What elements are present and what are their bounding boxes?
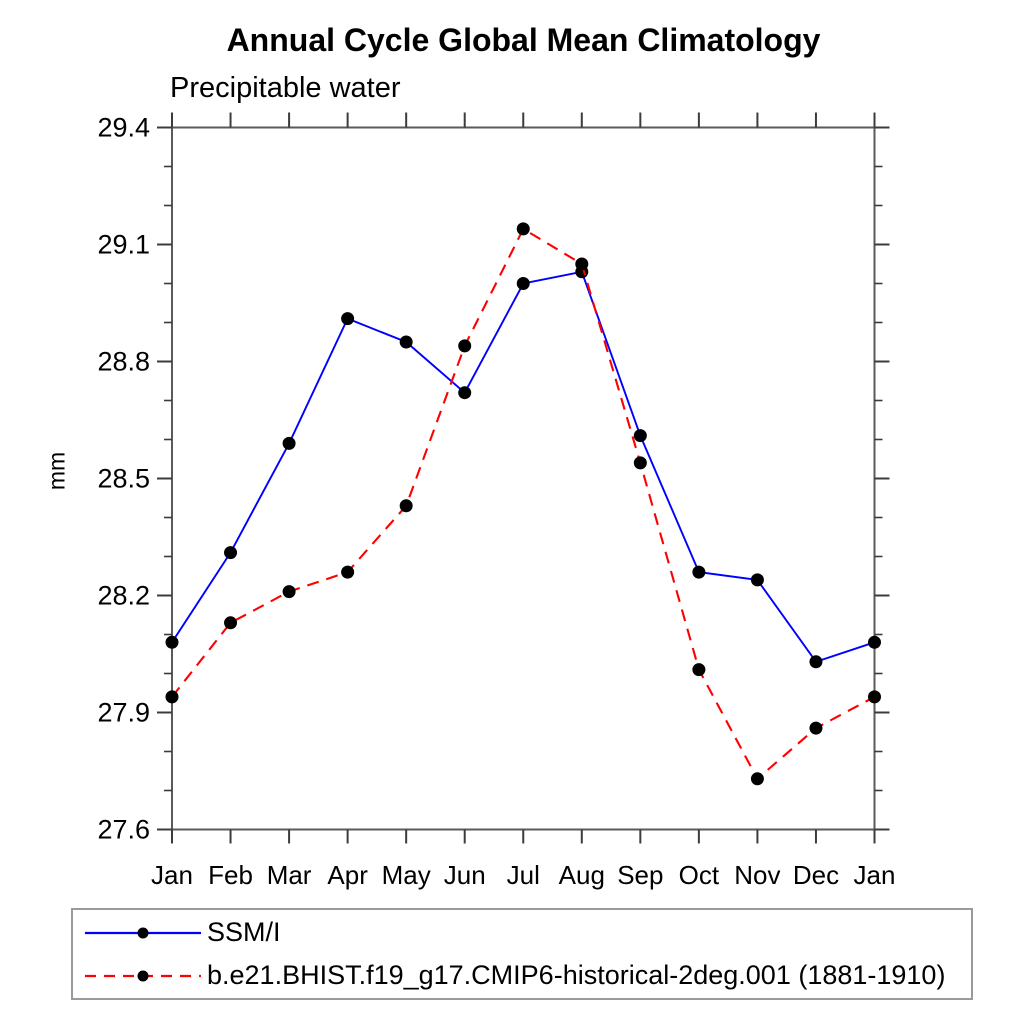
y-tick-label: 28.5 (97, 464, 150, 494)
x-tick-label: Aug (559, 860, 605, 890)
x-tick-label: Oct (679, 860, 720, 890)
y-tick-label: 28.8 (97, 347, 150, 377)
data-point-marker (224, 616, 238, 630)
data-point-marker (868, 635, 881, 649)
data-point-marker (692, 663, 706, 677)
y-axis-label: mm (43, 451, 70, 491)
data-point-marker (809, 655, 823, 669)
data-point-marker (750, 573, 764, 587)
data-point-marker (282, 585, 296, 599)
x-tick-label: Jun (444, 860, 486, 890)
y-tick-label: 29.1 (97, 230, 150, 260)
x-tick-label: Nov (734, 860, 780, 890)
data-point-marker (516, 222, 530, 236)
data-point-marker (809, 721, 823, 735)
data-point-marker (341, 565, 355, 579)
legend-line-solid-icon (85, 927, 201, 938)
series-line-1 (171, 227, 875, 781)
x-tick-label: Jan (151, 860, 193, 890)
legend-line-dashed-icon (85, 970, 201, 981)
data-point-marker (165, 690, 179, 704)
x-tick-label: Jul (507, 860, 540, 890)
series-line-0 (171, 270, 875, 663)
data-point-marker (165, 635, 179, 649)
legend: SSM/I b.e21.BHIST.f19_g17.CMIP6-historic… (71, 908, 973, 1000)
x-tick-label: Mar (267, 860, 312, 890)
x-tick-label: Apr (327, 860, 368, 890)
data-point-marker (224, 546, 238, 560)
data-point-marker (575, 257, 589, 271)
legend-item-ssmi: SSM/I (79, 914, 965, 951)
y-tick-label: 29.4 (97, 113, 150, 143)
data-point-marker (633, 429, 647, 443)
x-tick-label: Feb (208, 860, 253, 890)
x-tick-label: May (382, 860, 431, 890)
data-point-marker (399, 499, 413, 513)
data-point-marker (458, 386, 472, 400)
x-tick-label: Jan (854, 860, 896, 890)
legend-sample-marker-icon (137, 970, 149, 981)
legend-label-model: b.e21.BHIST.f19_g17.CMIP6-historical-2de… (207, 960, 946, 990)
y-tick-label: 28.2 (97, 581, 150, 611)
y-tick-label: 27.9 (97, 698, 150, 728)
data-point-marker (516, 277, 530, 290)
data-point-marker (282, 436, 296, 450)
chart-title: Annual Cycle Global Mean Climatology (226, 22, 821, 58)
data-point-marker (750, 772, 764, 786)
plot-area: Jan Feb Mar Apr May Jun Jul Aug Sep Oct Nov Dec Jan2… (97, 112, 896, 890)
data-point-marker (692, 565, 706, 579)
data-point-marker (399, 335, 413, 349)
legend-label-ssmi: SSM/I (207, 917, 281, 947)
data-point-marker (458, 339, 472, 353)
data-point-marker (341, 312, 355, 326)
y-tick-label: 27.6 (97, 815, 150, 845)
x-tick-label: Dec (793, 860, 839, 890)
data-point-marker (633, 456, 647, 470)
legend-sample-marker-icon (137, 927, 149, 938)
x-tick-label: Sep (617, 860, 663, 890)
chart-subtitle: Precipitable water (170, 72, 401, 104)
legend-item-model: b.e21.BHIST.f19_g17.CMIP6-historical-2de… (79, 957, 965, 994)
data-point-marker (868, 690, 881, 704)
